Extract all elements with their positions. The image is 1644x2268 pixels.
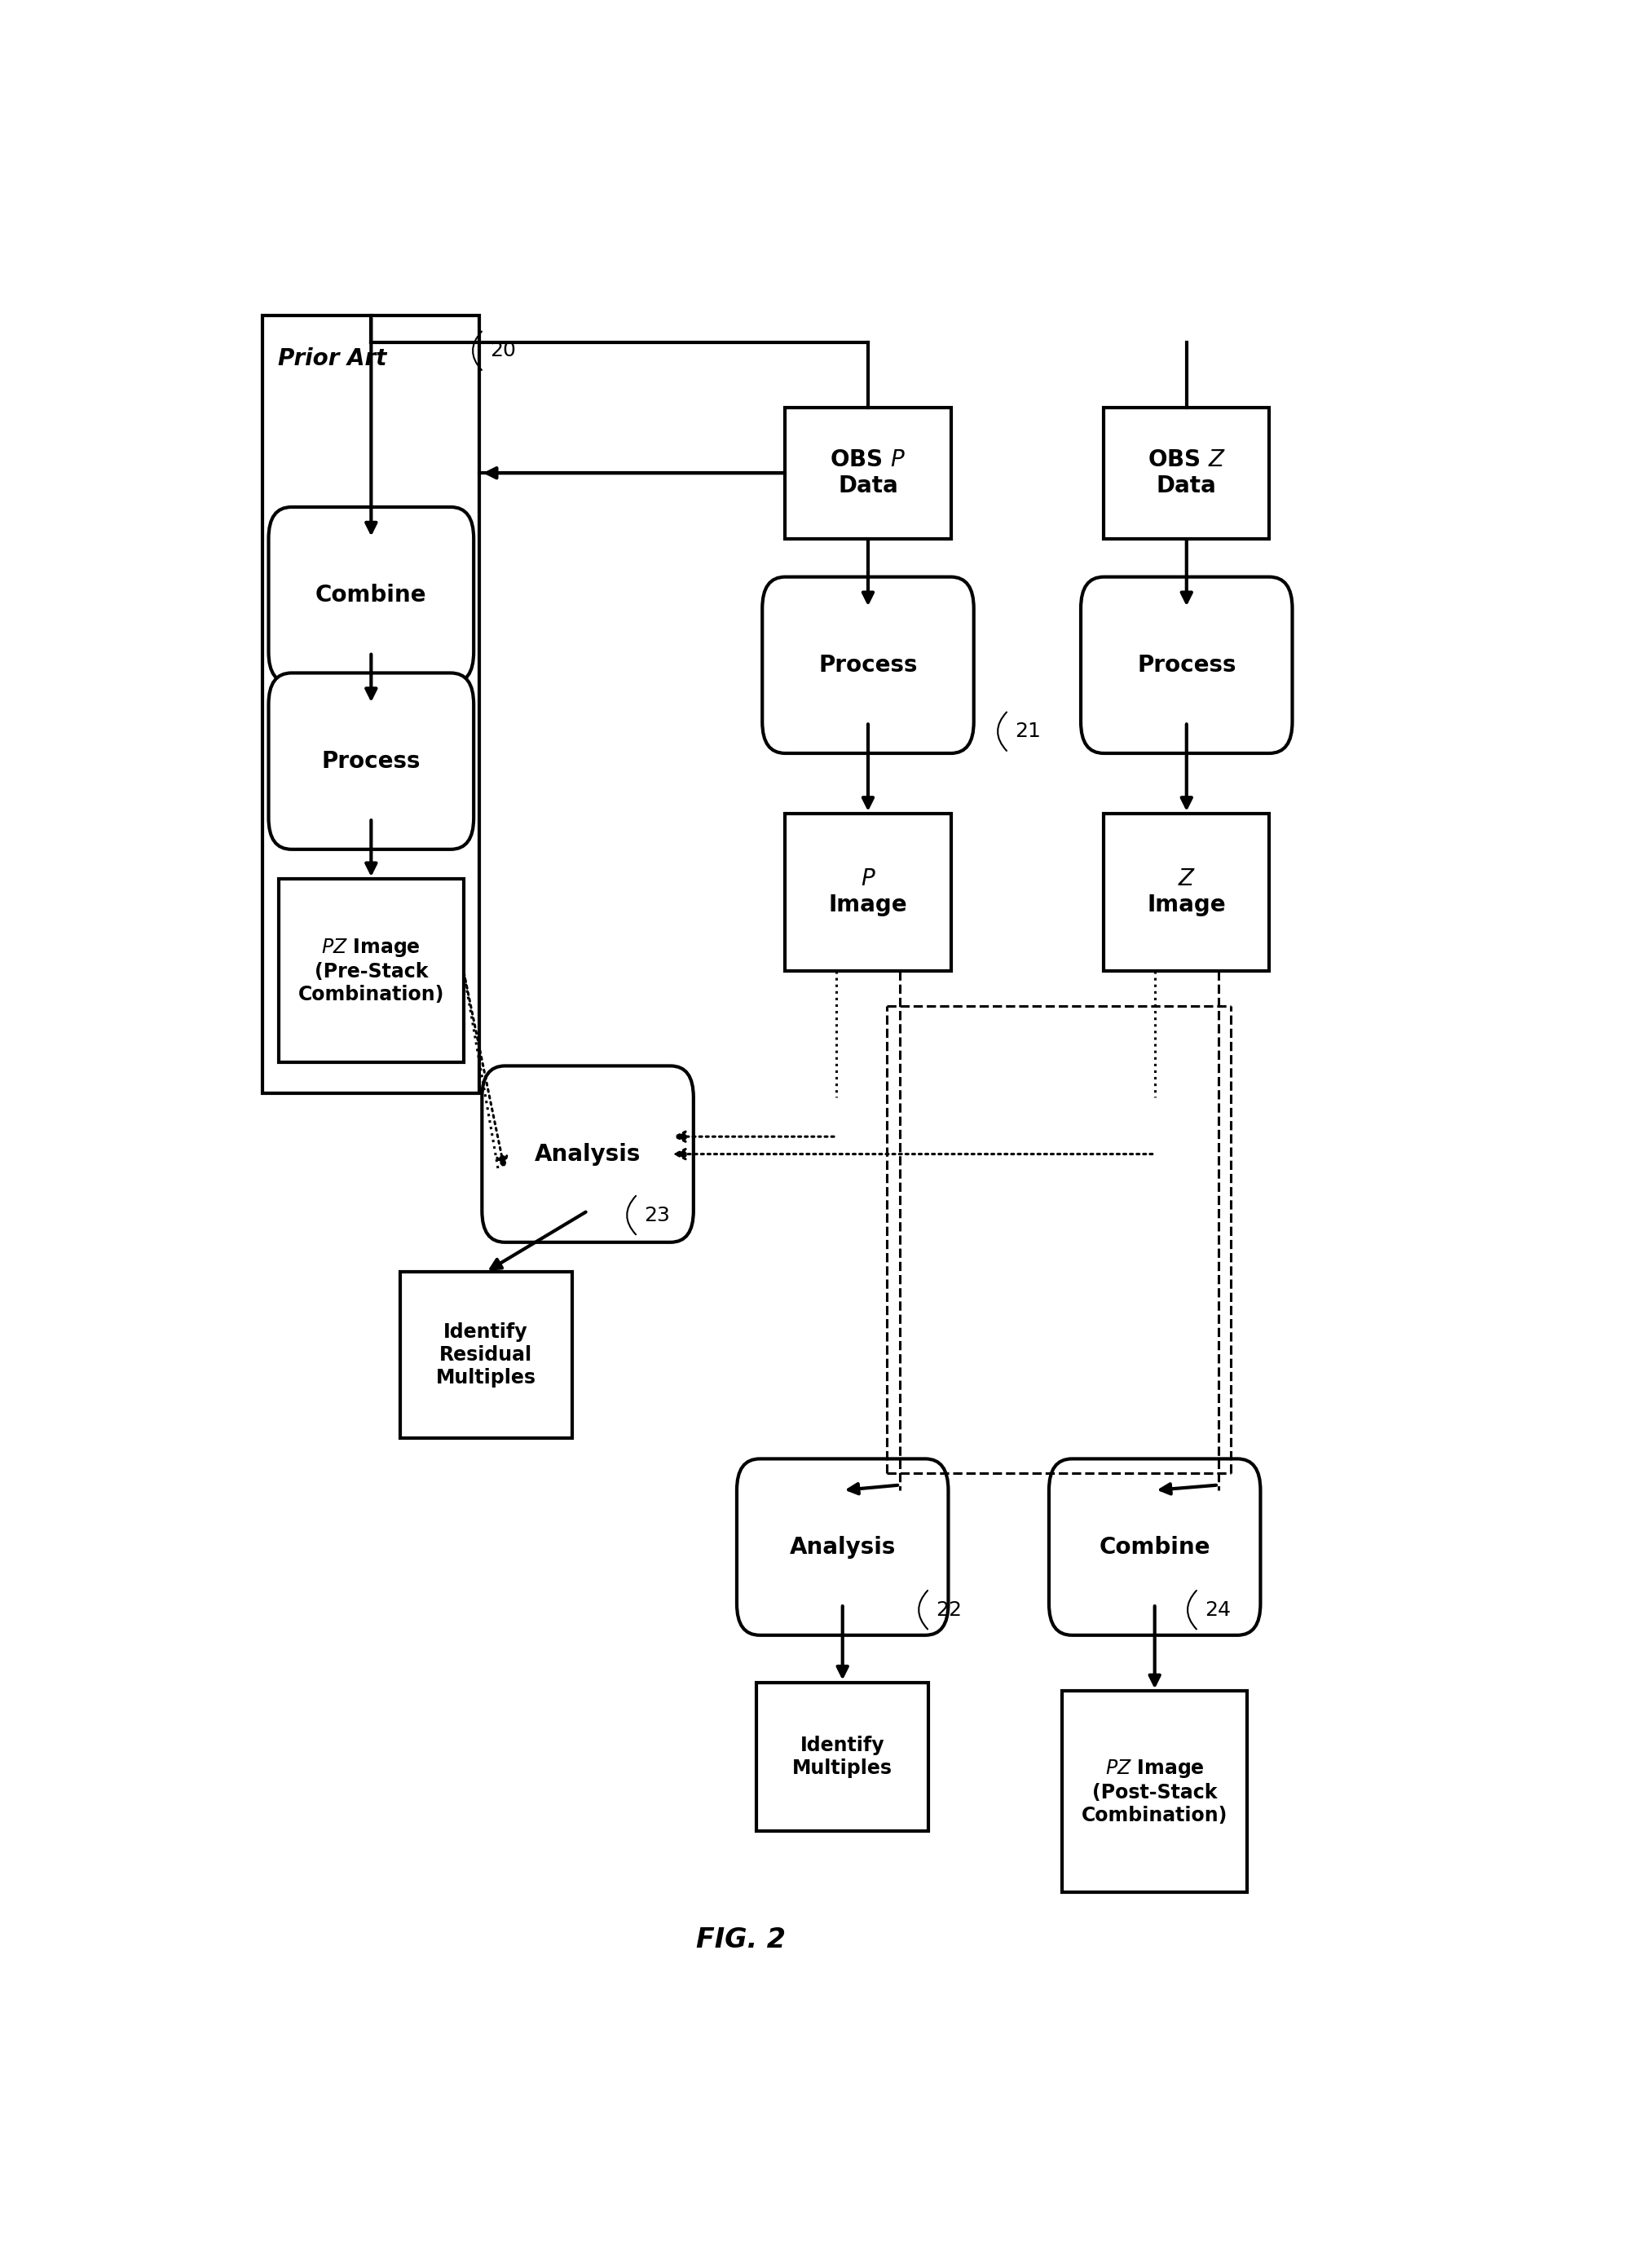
FancyBboxPatch shape	[1062, 1692, 1248, 1892]
Text: 24: 24	[1205, 1601, 1230, 1619]
Text: 23: 23	[644, 1204, 669, 1225]
FancyBboxPatch shape	[399, 1272, 572, 1438]
Text: Combine: Combine	[316, 583, 427, 606]
Text: Process: Process	[819, 653, 917, 676]
FancyBboxPatch shape	[263, 315, 480, 1093]
Text: 21: 21	[1014, 721, 1041, 742]
FancyBboxPatch shape	[763, 576, 973, 753]
Text: Analysis: Analysis	[534, 1143, 641, 1166]
Text: Analysis: Analysis	[789, 1535, 896, 1558]
FancyBboxPatch shape	[1103, 814, 1269, 971]
Text: Process: Process	[322, 751, 421, 773]
Text: OBS $Z$
Data: OBS $Z$ Data	[1148, 449, 1226, 497]
FancyBboxPatch shape	[756, 1683, 929, 1830]
Text: FIG. 2: FIG. 2	[695, 1926, 786, 1953]
Text: Prior Art: Prior Art	[278, 347, 386, 370]
Text: Process: Process	[1138, 653, 1236, 676]
FancyBboxPatch shape	[268, 674, 473, 848]
FancyBboxPatch shape	[482, 1066, 694, 1243]
FancyBboxPatch shape	[786, 814, 950, 971]
FancyBboxPatch shape	[1103, 408, 1269, 538]
FancyBboxPatch shape	[268, 508, 473, 683]
FancyBboxPatch shape	[1049, 1458, 1261, 1635]
Text: $Z$
Image: $Z$ Image	[1148, 866, 1226, 916]
Text: $P$
Image: $P$ Image	[829, 866, 907, 916]
Text: $PZ$ Image
(Pre-Stack
Combination): $PZ$ Image (Pre-Stack Combination)	[298, 937, 444, 1005]
Text: 22: 22	[935, 1601, 962, 1619]
FancyBboxPatch shape	[737, 1458, 949, 1635]
Text: Identify
Multiples: Identify Multiples	[792, 1735, 893, 1778]
Text: OBS $P$
Data: OBS $P$ Data	[830, 449, 906, 497]
FancyBboxPatch shape	[279, 880, 464, 1061]
Text: Combine: Combine	[1100, 1535, 1210, 1558]
Text: Identify
Residual
Multiples: Identify Residual Multiples	[436, 1322, 536, 1388]
FancyBboxPatch shape	[786, 408, 950, 538]
FancyBboxPatch shape	[1080, 576, 1292, 753]
Text: 20: 20	[490, 340, 516, 361]
Text: $PZ$ Image
(Post-Stack
Combination): $PZ$ Image (Post-Stack Combination)	[1082, 1758, 1228, 1826]
